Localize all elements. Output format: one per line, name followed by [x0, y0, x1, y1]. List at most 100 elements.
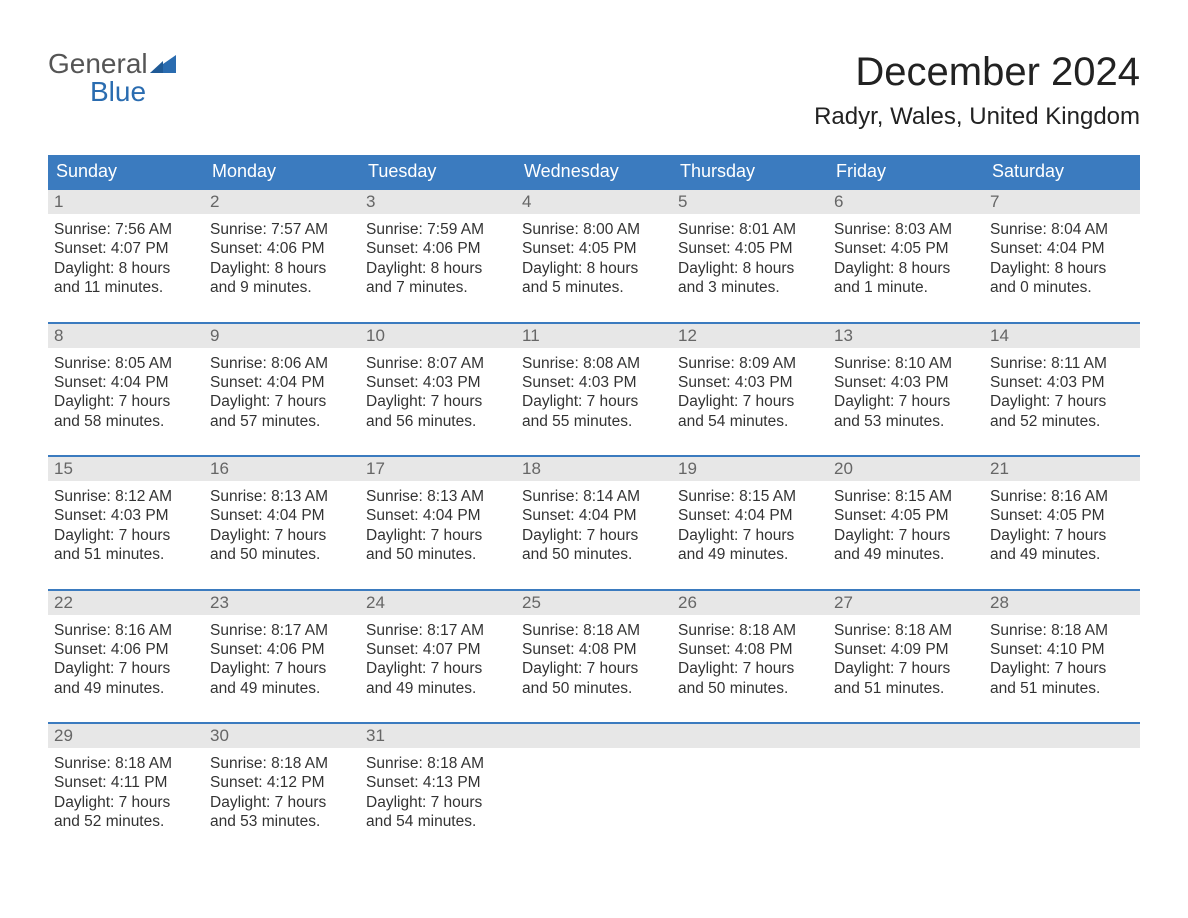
day-dl2: and 57 minutes.: [210, 412, 354, 431]
day-dl2: and 7 minutes.: [366, 278, 510, 297]
day-dl1: Daylight: 7 hours: [990, 659, 1134, 678]
day-dl2: and 49 minutes.: [366, 679, 510, 698]
logo-text-gray: General: [48, 50, 148, 78]
day-cell: Sunrise: 8:18 AMSunset: 4:08 PMDaylight:…: [516, 615, 672, 705]
day-number: 19: [672, 457, 828, 481]
day-dl2: and 50 minutes.: [678, 679, 822, 698]
day-sunset: Sunset: 4:04 PM: [522, 506, 666, 525]
day-dl2: and 51 minutes.: [834, 679, 978, 698]
day-cell: Sunrise: 8:18 AMSunset: 4:09 PMDaylight:…: [828, 615, 984, 705]
day-dl2: and 51 minutes.: [54, 545, 198, 564]
day-dl1: Daylight: 8 hours: [834, 259, 978, 278]
day-dl1: Daylight: 8 hours: [522, 259, 666, 278]
day-cell: Sunrise: 8:17 AMSunset: 4:07 PMDaylight:…: [360, 615, 516, 705]
logo: General Blue: [48, 50, 176, 106]
day-dl2: and 50 minutes.: [522, 679, 666, 698]
day-number-row: 22232425262728: [48, 591, 1140, 615]
day-sunrise: Sunrise: 8:05 AM: [54, 354, 198, 373]
day-cell: Sunrise: 8:09 AMSunset: 4:03 PMDaylight:…: [672, 348, 828, 438]
day-sunrise: Sunrise: 8:03 AM: [834, 220, 978, 239]
day-sunrise: Sunrise: 8:18 AM: [834, 621, 978, 640]
day-cell: Sunrise: 8:01 AMSunset: 4:05 PMDaylight:…: [672, 214, 828, 304]
day-sunrise: Sunrise: 7:57 AM: [210, 220, 354, 239]
day-dl1: Daylight: 8 hours: [54, 259, 198, 278]
day-dl1: Daylight: 7 hours: [990, 392, 1134, 411]
day-sunset: Sunset: 4:12 PM: [210, 773, 354, 792]
day-dl1: Daylight: 7 hours: [678, 526, 822, 545]
day-sunrise: Sunrise: 8:15 AM: [678, 487, 822, 506]
day-cell: Sunrise: 8:18 AMSunset: 4:11 PMDaylight:…: [48, 748, 204, 838]
day-header-row: Sunday Monday Tuesday Wednesday Thursday…: [48, 155, 1140, 188]
day-number: 16: [204, 457, 360, 481]
day-number-row: 15161718192021: [48, 457, 1140, 481]
day-cell: Sunrise: 8:14 AMSunset: 4:04 PMDaylight:…: [516, 481, 672, 571]
weeks-container: 1234567Sunrise: 7:56 AMSunset: 4:07 PMDa…: [48, 188, 1140, 838]
day-number: 1: [48, 190, 204, 214]
dayhead-monday: Monday: [204, 155, 360, 188]
month-title: December 2024: [814, 50, 1140, 95]
day-dl1: Daylight: 7 hours: [678, 392, 822, 411]
day-sunrise: Sunrise: 8:11 AM: [990, 354, 1134, 373]
day-number: 5: [672, 190, 828, 214]
day-dl1: Daylight: 7 hours: [366, 526, 510, 545]
day-number: 14: [984, 324, 1140, 348]
day-dl1: Daylight: 7 hours: [54, 659, 198, 678]
day-dl2: and 3 minutes.: [678, 278, 822, 297]
day-sunset: Sunset: 4:05 PM: [522, 239, 666, 258]
day-sunrise: Sunrise: 8:01 AM: [678, 220, 822, 239]
day-cell: Sunrise: 8:10 AMSunset: 4:03 PMDaylight:…: [828, 348, 984, 438]
day-cell: Sunrise: 8:15 AMSunset: 4:05 PMDaylight:…: [828, 481, 984, 571]
day-dl1: Daylight: 8 hours: [366, 259, 510, 278]
day-dl2: and 49 minutes.: [54, 679, 198, 698]
day-number-row: 891011121314: [48, 324, 1140, 348]
day-cell: Sunrise: 8:11 AMSunset: 4:03 PMDaylight:…: [984, 348, 1140, 438]
day-sunset: Sunset: 4:06 PM: [366, 239, 510, 258]
day-cell: Sunrise: 8:16 AMSunset: 4:06 PMDaylight:…: [48, 615, 204, 705]
day-number: 29: [48, 724, 204, 748]
day-sunset: Sunset: 4:05 PM: [834, 239, 978, 258]
day-dl2: and 55 minutes.: [522, 412, 666, 431]
day-sunrise: Sunrise: 8:07 AM: [366, 354, 510, 373]
day-cell: Sunrise: 8:05 AMSunset: 4:04 PMDaylight:…: [48, 348, 204, 438]
day-sunrise: Sunrise: 8:17 AM: [210, 621, 354, 640]
day-sunset: Sunset: 4:06 PM: [54, 640, 198, 659]
day-sunset: Sunset: 4:07 PM: [366, 640, 510, 659]
day-sunrise: Sunrise: 7:56 AM: [54, 220, 198, 239]
day-dl1: Daylight: 8 hours: [678, 259, 822, 278]
calendar-week: 293031Sunrise: 8:18 AMSunset: 4:11 PMDay…: [48, 722, 1140, 838]
day-cell: Sunrise: 8:15 AMSunset: 4:04 PMDaylight:…: [672, 481, 828, 571]
day-dl2: and 54 minutes.: [678, 412, 822, 431]
day-sunrise: Sunrise: 8:18 AM: [210, 754, 354, 773]
day-sunset: Sunset: 4:03 PM: [366, 373, 510, 392]
logo-top-row: General: [48, 50, 176, 78]
day-cell: [672, 748, 828, 838]
day-cell: Sunrise: 8:07 AMSunset: 4:03 PMDaylight:…: [360, 348, 516, 438]
day-cell: Sunrise: 8:08 AMSunset: 4:03 PMDaylight:…: [516, 348, 672, 438]
day-sunrise: Sunrise: 8:18 AM: [366, 754, 510, 773]
day-number: 23: [204, 591, 360, 615]
day-sunset: Sunset: 4:05 PM: [678, 239, 822, 258]
day-dl1: Daylight: 7 hours: [366, 793, 510, 812]
day-cell: Sunrise: 8:18 AMSunset: 4:10 PMDaylight:…: [984, 615, 1140, 705]
day-sunset: Sunset: 4:10 PM: [990, 640, 1134, 659]
day-sunset: Sunset: 4:07 PM: [54, 239, 198, 258]
day-sunset: Sunset: 4:05 PM: [990, 506, 1134, 525]
day-cell: Sunrise: 8:13 AMSunset: 4:04 PMDaylight:…: [360, 481, 516, 571]
day-dl2: and 49 minutes.: [990, 545, 1134, 564]
day-sunrise: Sunrise: 8:13 AM: [210, 487, 354, 506]
day-number: 31: [360, 724, 516, 748]
day-cell: Sunrise: 8:18 AMSunset: 4:08 PMDaylight:…: [672, 615, 828, 705]
title-block: December 2024 Radyr, Wales, United Kingd…: [814, 50, 1140, 131]
day-sunrise: Sunrise: 8:18 AM: [678, 621, 822, 640]
day-number: 15: [48, 457, 204, 481]
day-dl1: Daylight: 8 hours: [210, 259, 354, 278]
day-dl2: and 9 minutes.: [210, 278, 354, 297]
day-dl1: Daylight: 7 hours: [678, 659, 822, 678]
day-cell: Sunrise: 7:56 AMSunset: 4:07 PMDaylight:…: [48, 214, 204, 304]
dayhead-friday: Friday: [828, 155, 984, 188]
day-sunset: Sunset: 4:08 PM: [678, 640, 822, 659]
day-sunrise: Sunrise: 8:04 AM: [990, 220, 1134, 239]
day-sunrise: Sunrise: 8:15 AM: [834, 487, 978, 506]
day-dl2: and 5 minutes.: [522, 278, 666, 297]
day-dl2: and 51 minutes.: [990, 679, 1134, 698]
